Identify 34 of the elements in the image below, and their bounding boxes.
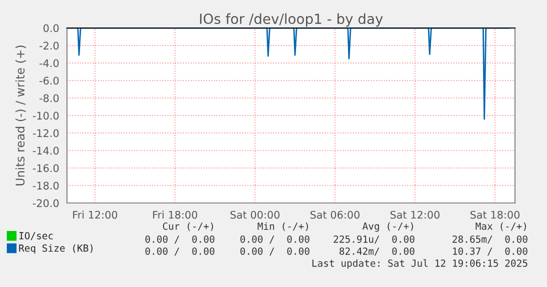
y-tick-label: -8.0	[40, 94, 59, 102]
text: Cur (-/+)	[162, 222, 213, 231]
legend-label: Req Size (KB)	[19, 244, 93, 254]
y-tick-label: -16.0	[32, 164, 59, 172]
x-tick-label: Sat 18:00	[470, 210, 520, 219]
y-tick-label: -18.0	[32, 182, 59, 190]
y-tick-label: -2.0	[40, 42, 59, 50]
x-tick-label: Fri 12:00	[73, 210, 118, 219]
y-tick-label: -12.0	[32, 129, 59, 138]
text: 82.42m/ 0.00	[340, 247, 414, 256]
y-tick-label: -20.0	[32, 199, 59, 208]
y-tick-label: -10.0	[32, 112, 59, 120]
text: Last update: Sat Jul 12 19:06:15 2025	[312, 259, 528, 269]
y-tick-label: -14.0	[32, 146, 59, 155]
y-tick-label: 0.0	[43, 24, 59, 32]
text: 225.91u/ 0.00	[334, 235, 414, 244]
text: 0.00 / 0.00	[145, 247, 214, 256]
y-tick-label: -6.0	[40, 76, 59, 85]
legend-label: IO/sec	[19, 232, 53, 240]
chart-title: IOs for /dev/loop1 - by day	[200, 13, 383, 27]
text: Max (-/+)	[476, 222, 526, 231]
y-tick-label: -4.0	[40, 59, 59, 68]
x-tick-label: Fri 18:00	[153, 210, 198, 219]
text: 28.65m/ 0.00	[452, 235, 528, 244]
x-tick-label: Sat 06:00	[310, 210, 360, 219]
y-axis-title: Units read (-) / write (+)	[15, 46, 26, 186]
text: 0.00 / 0.00	[145, 235, 214, 244]
text: Avg (-/+)	[362, 222, 413, 232]
text: 0.00 / 0.00	[240, 235, 310, 244]
x-tick-label: Sat 12:00	[390, 210, 440, 219]
text: 10.37 / 0.00	[453, 247, 528, 256]
text: 0.00 / 0.00	[240, 247, 310, 256]
text: Min (-/+)	[258, 222, 308, 231]
x-tick-label: Sat 00:00	[230, 210, 280, 219]
